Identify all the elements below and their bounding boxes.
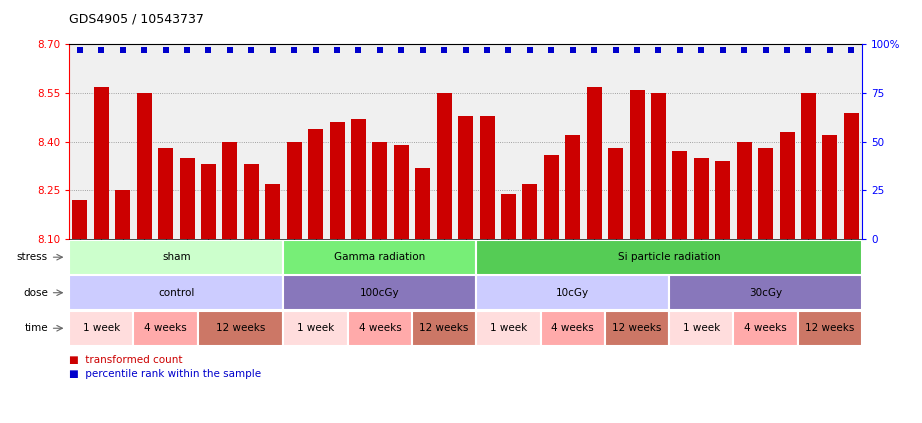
Text: 12 weeks: 12 weeks: [420, 323, 469, 333]
Bar: [477, 311, 540, 346]
Bar: [523, 184, 538, 239]
Text: 4 weeks: 4 weeks: [551, 323, 594, 333]
Text: ■  percentile rank within the sample: ■ percentile rank within the sample: [69, 369, 261, 379]
Bar: [630, 90, 644, 239]
Bar: [758, 148, 774, 239]
Bar: [180, 158, 195, 239]
Bar: [197, 311, 283, 346]
Text: sham: sham: [162, 252, 191, 262]
Bar: [458, 116, 473, 239]
Bar: [72, 200, 88, 239]
Bar: [540, 311, 605, 346]
Bar: [780, 132, 795, 239]
Text: 4 weeks: 4 weeks: [144, 323, 187, 333]
Text: 10cGy: 10cGy: [556, 288, 589, 298]
Bar: [844, 113, 859, 239]
Bar: [243, 165, 259, 239]
Bar: [669, 275, 862, 310]
Bar: [283, 240, 477, 275]
Text: time: time: [24, 323, 48, 333]
Bar: [283, 311, 348, 346]
Bar: [222, 142, 237, 239]
Bar: [479, 116, 494, 239]
Bar: [501, 194, 516, 239]
Bar: [115, 190, 130, 239]
Text: 1 week: 1 week: [490, 323, 527, 333]
Text: GDS4905 / 10543737: GDS4905 / 10543737: [69, 12, 204, 25]
Bar: [412, 311, 477, 346]
Text: 4 weeks: 4 weeks: [359, 323, 401, 333]
Bar: [266, 184, 280, 239]
Text: 12 weeks: 12 weeks: [216, 323, 266, 333]
Bar: [822, 135, 837, 239]
Bar: [477, 240, 862, 275]
Bar: [134, 311, 197, 346]
Bar: [158, 148, 173, 239]
Text: stress: stress: [17, 252, 48, 262]
Bar: [565, 135, 580, 239]
Bar: [69, 275, 283, 310]
Bar: [605, 311, 669, 346]
Bar: [586, 87, 602, 239]
Bar: [544, 155, 559, 239]
Text: 12 weeks: 12 weeks: [612, 323, 662, 333]
Text: 1 week: 1 week: [682, 323, 720, 333]
Bar: [477, 275, 669, 310]
Bar: [801, 93, 816, 239]
Bar: [329, 122, 345, 239]
Bar: [348, 311, 412, 346]
Text: 1 week: 1 week: [297, 323, 334, 333]
Bar: [415, 168, 431, 239]
Bar: [437, 93, 452, 239]
Bar: [394, 145, 408, 239]
Bar: [372, 142, 387, 239]
Text: 1 week: 1 week: [83, 323, 120, 333]
Bar: [609, 148, 623, 239]
Bar: [94, 87, 109, 239]
Bar: [734, 311, 798, 346]
Text: Gamma radiation: Gamma radiation: [335, 252, 426, 262]
Text: 30cGy: 30cGy: [749, 288, 782, 298]
Bar: [283, 275, 477, 310]
Bar: [737, 142, 751, 239]
Bar: [715, 161, 730, 239]
Text: Si particle radiation: Si particle radiation: [618, 252, 720, 262]
Bar: [136, 93, 151, 239]
Text: dose: dose: [23, 288, 48, 298]
Bar: [798, 311, 862, 346]
Text: 12 weeks: 12 weeks: [805, 323, 855, 333]
Bar: [287, 142, 301, 239]
Bar: [672, 151, 688, 239]
Text: ■  transformed count: ■ transformed count: [69, 354, 183, 365]
Bar: [694, 158, 709, 239]
Bar: [308, 129, 323, 239]
Bar: [651, 93, 666, 239]
Bar: [351, 119, 366, 239]
Bar: [201, 165, 216, 239]
Text: 4 weeks: 4 weeks: [744, 323, 787, 333]
Text: control: control: [158, 288, 195, 298]
Bar: [669, 311, 734, 346]
Bar: [69, 311, 134, 346]
Bar: [69, 240, 283, 275]
Text: 100cGy: 100cGy: [361, 288, 400, 298]
